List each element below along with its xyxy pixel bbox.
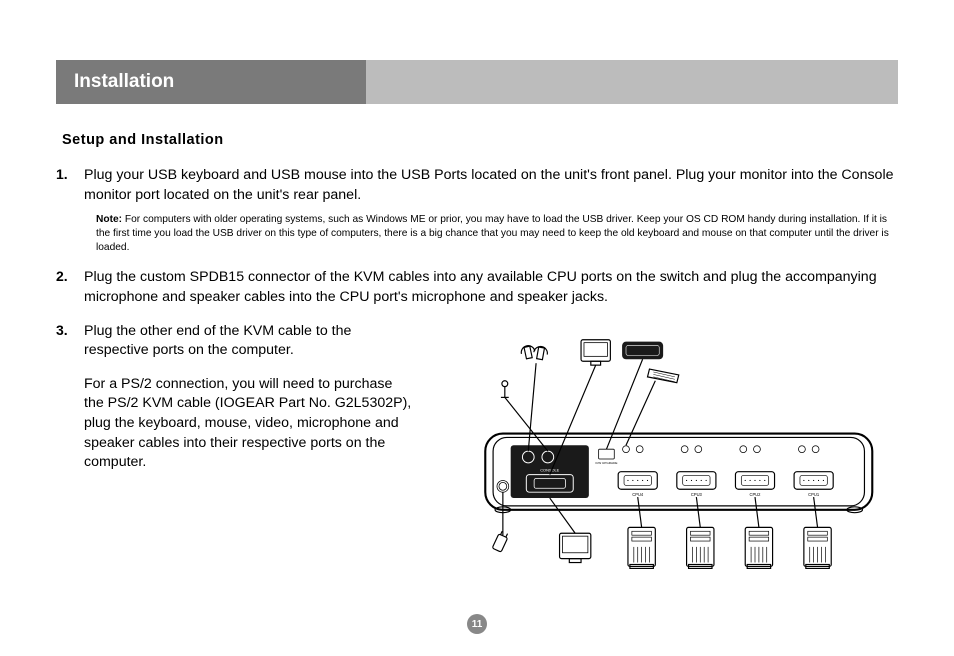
header-bar: Installation [56, 60, 898, 104]
step-3-text: Plug the other end of the KVM cable to t… [84, 322, 416, 361]
svg-text:CPU4: CPU4 [632, 492, 644, 497]
console-label: CONSOLE [540, 467, 559, 472]
steps-list: Plug your USB keyboard and USB mouse int… [56, 166, 898, 308]
note-text: For computers with older operating syste… [96, 214, 889, 253]
header-dark: Installation [56, 60, 366, 104]
note-label: Note: [96, 214, 122, 225]
section-subtitle: Setup and Installation [62, 132, 898, 148]
step-1: Plug your USB keyboard and USB mouse int… [56, 166, 898, 254]
step-2-text: Plug the custom SPDB15 connector of the … [84, 268, 898, 307]
page-number-badge: 11 [467, 614, 487, 634]
svg-text:CPU1: CPU1 [808, 492, 820, 497]
installation-diagram: CONSOLE F/W UPGRADE CPU4 CPU3 CPU2 CPU1 [454, 322, 884, 592]
diagram-container: CONSOLE F/W UPGRADE CPU4 CPU3 CPU2 CPU1 [440, 322, 898, 592]
steps-list-cont: Plug the other end of the KVM cable to t… [56, 322, 416, 361]
svg-text:CPU3: CPU3 [691, 492, 703, 497]
extra-paragraph: For a PS/2 connection, you will need to … [56, 375, 416, 473]
svg-text:F/W UPGRADE: F/W UPGRADE [595, 461, 617, 465]
step-1-text: Plug your USB keyboard and USB mouse int… [84, 166, 898, 205]
header-light [366, 60, 898, 104]
step-2: Plug the custom SPDB15 connector of the … [56, 268, 898, 307]
step-3: Plug the other end of the KVM cable to t… [56, 322, 416, 361]
step-1-note: Note: For computers with older operating… [84, 209, 898, 254]
page-title: Installation [74, 71, 174, 93]
svg-text:CPU2: CPU2 [750, 492, 762, 497]
page-number: 11 [472, 619, 483, 630]
